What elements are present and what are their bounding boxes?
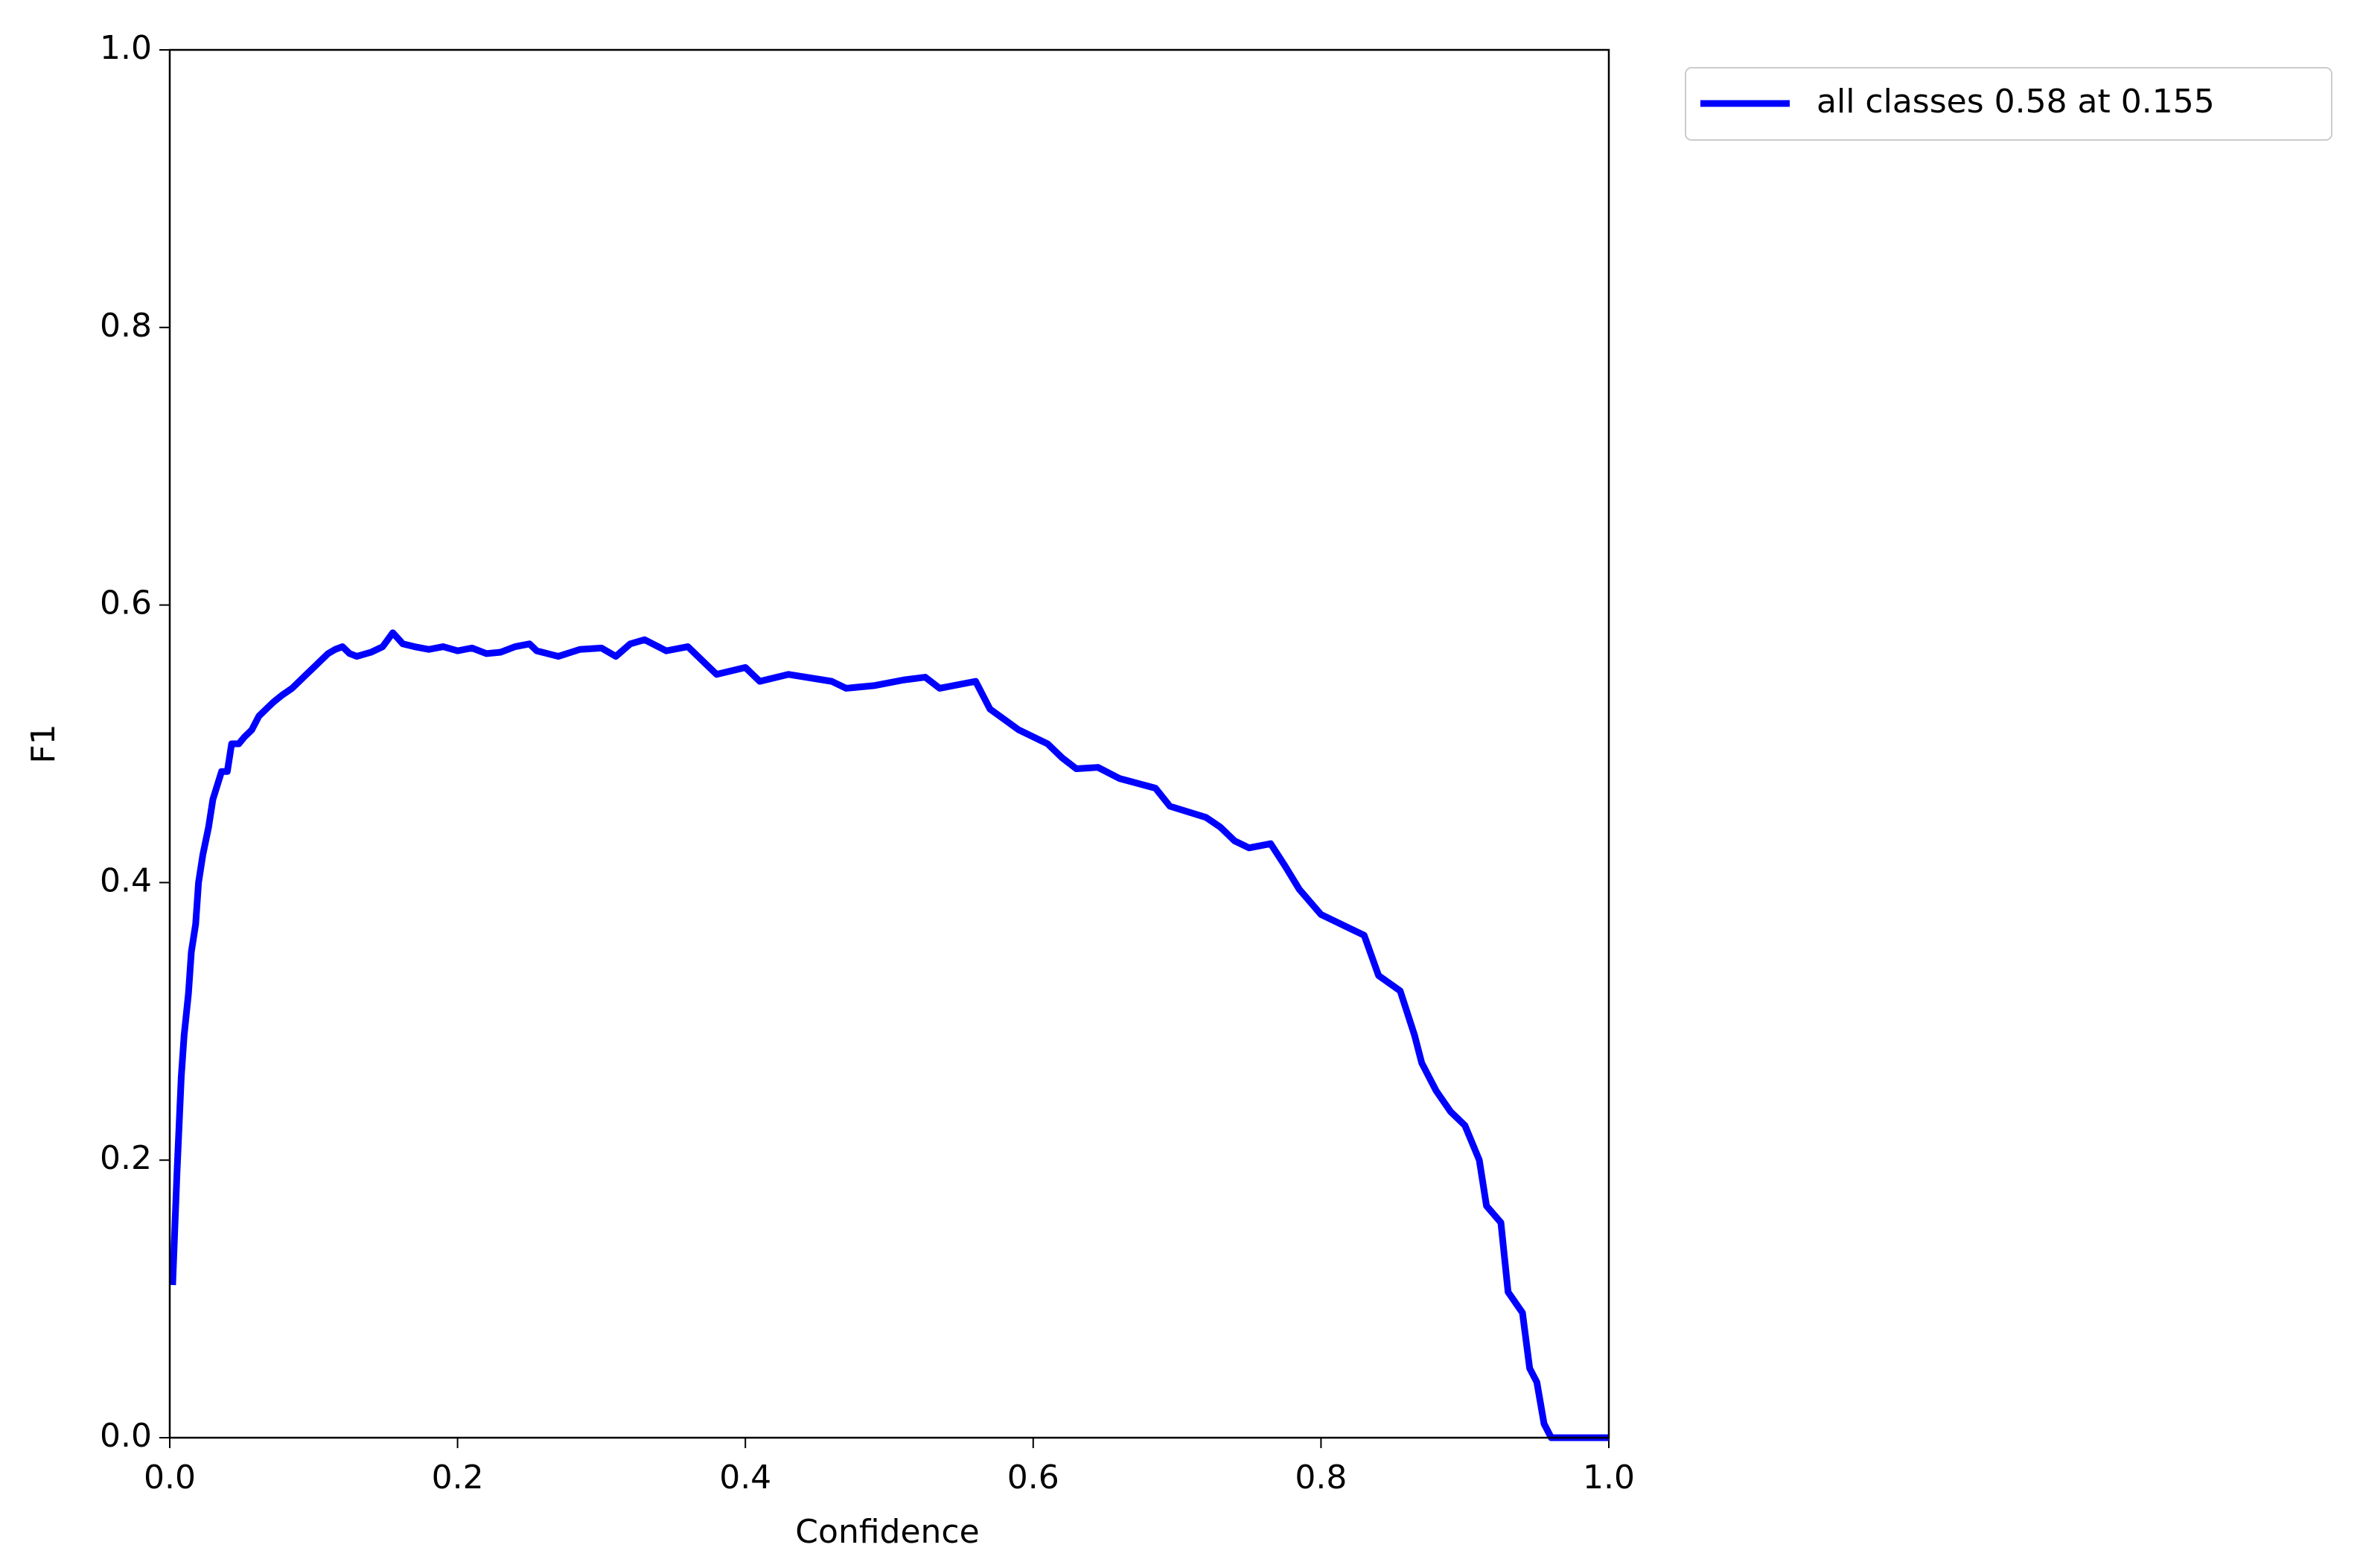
- y-tick-label: 0.2: [100, 1139, 152, 1177]
- y-axis-label: F1: [25, 724, 63, 763]
- y-tick-label: 0.0: [100, 1417, 152, 1455]
- y-tick-label: 0.6: [100, 584, 152, 622]
- y-tick-label: 1.0: [100, 29, 152, 67]
- x-axis-label: Confidence: [795, 1513, 979, 1551]
- x-tick-label: 0.6: [1007, 1459, 1059, 1497]
- legend-label: all classes 0.58 at 0.155: [1817, 83, 2215, 121]
- x-tick-label: 1.0: [1583, 1459, 1635, 1497]
- line-series: [169, 629, 1609, 1441]
- x-tick-label: 0.4: [719, 1459, 771, 1497]
- x-tick-label: 0.8: [1295, 1459, 1347, 1497]
- x-tick-label: 0.0: [144, 1459, 196, 1497]
- legend-box: [1685, 67, 2332, 141]
- x-tick-label: 0.2: [432, 1459, 484, 1497]
- y-tick-label: 0.4: [100, 861, 152, 899]
- y-tick-label: 0.8: [100, 307, 152, 345]
- plot-frame: [168, 48, 1610, 1439]
